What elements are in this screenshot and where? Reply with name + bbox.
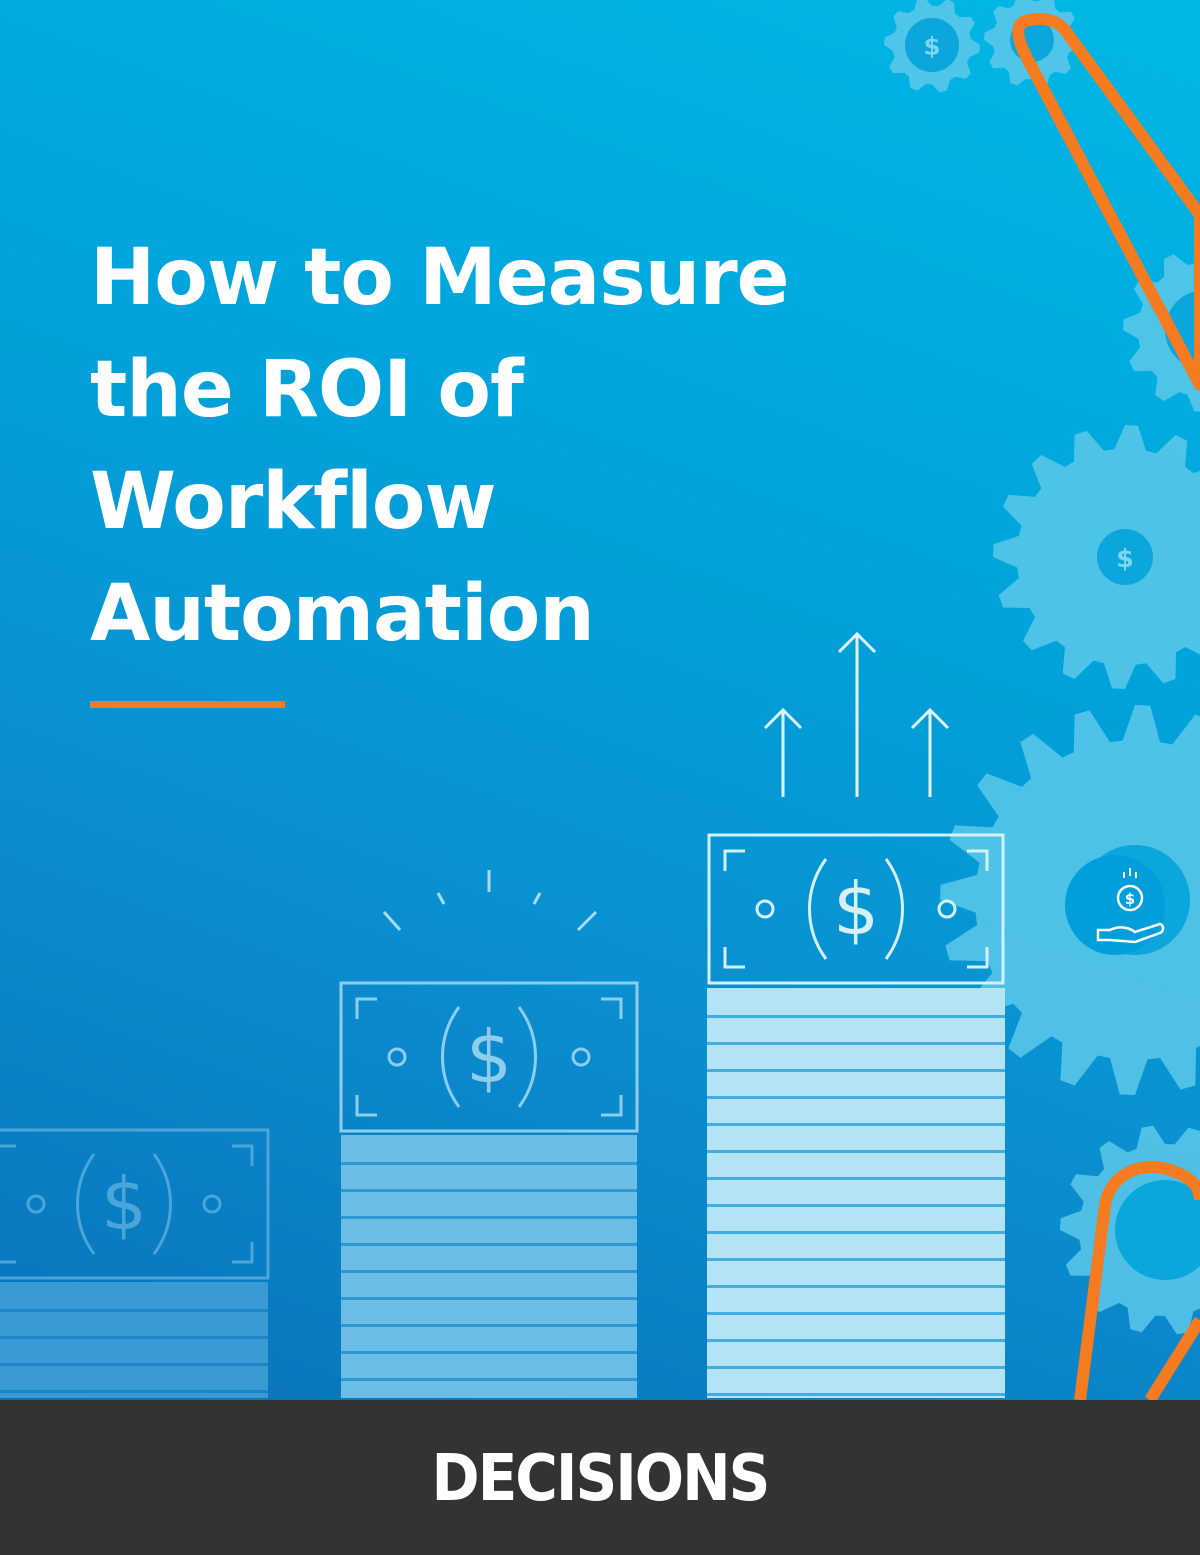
svg-text:$: $ [101,1162,147,1246]
footer-bar: DECISIONS [0,1400,1200,1555]
gear-icon [1060,1125,1200,1335]
title-accent-rule [90,701,285,708]
gear-icon [1123,254,1200,412]
hand-coin-icon: $ [1065,855,1165,955]
dollar-bill-icon: $ [707,833,1005,985]
dollar-bill-icon: $ [339,981,639,1133]
svg-text:$: $ [466,1015,512,1099]
money-stacks: $ $ $ [0,833,1005,1398]
sparkle-lines [382,870,598,932]
svg-text:$: $ [924,31,941,60]
gear-icon: $ [993,425,1200,689]
up-arrow-icon [910,707,950,797]
orange-belt-bottom [1074,1160,1200,1400]
cover-background: $ $ $ $ $ $ How to Measure the ROI of Workf… [0,0,1200,1400]
orange-belt-top [1012,13,1200,391]
svg-text:$: $ [1125,890,1135,908]
up-arrow-icon [763,707,803,797]
bill-stack [341,1135,637,1398]
up-arrows [763,631,950,797]
svg-text:$: $ [1116,544,1134,573]
up-arrow-icon [837,631,877,797]
bill-stack [0,1282,268,1398]
gear-icon: $ [884,0,980,93]
cover-illustration: $ $ $ $ $ $ [0,0,1200,1400]
svg-text:$: $ [833,867,879,951]
bill-stack [707,988,1005,1398]
document-title: How to Measure the ROI of Workflow Autom… [90,233,790,659]
orange-belts [1012,13,1200,1400]
dollar-bill-icon: $ [0,1128,270,1280]
decisions-logo: DECISIONS [431,1440,771,1516]
